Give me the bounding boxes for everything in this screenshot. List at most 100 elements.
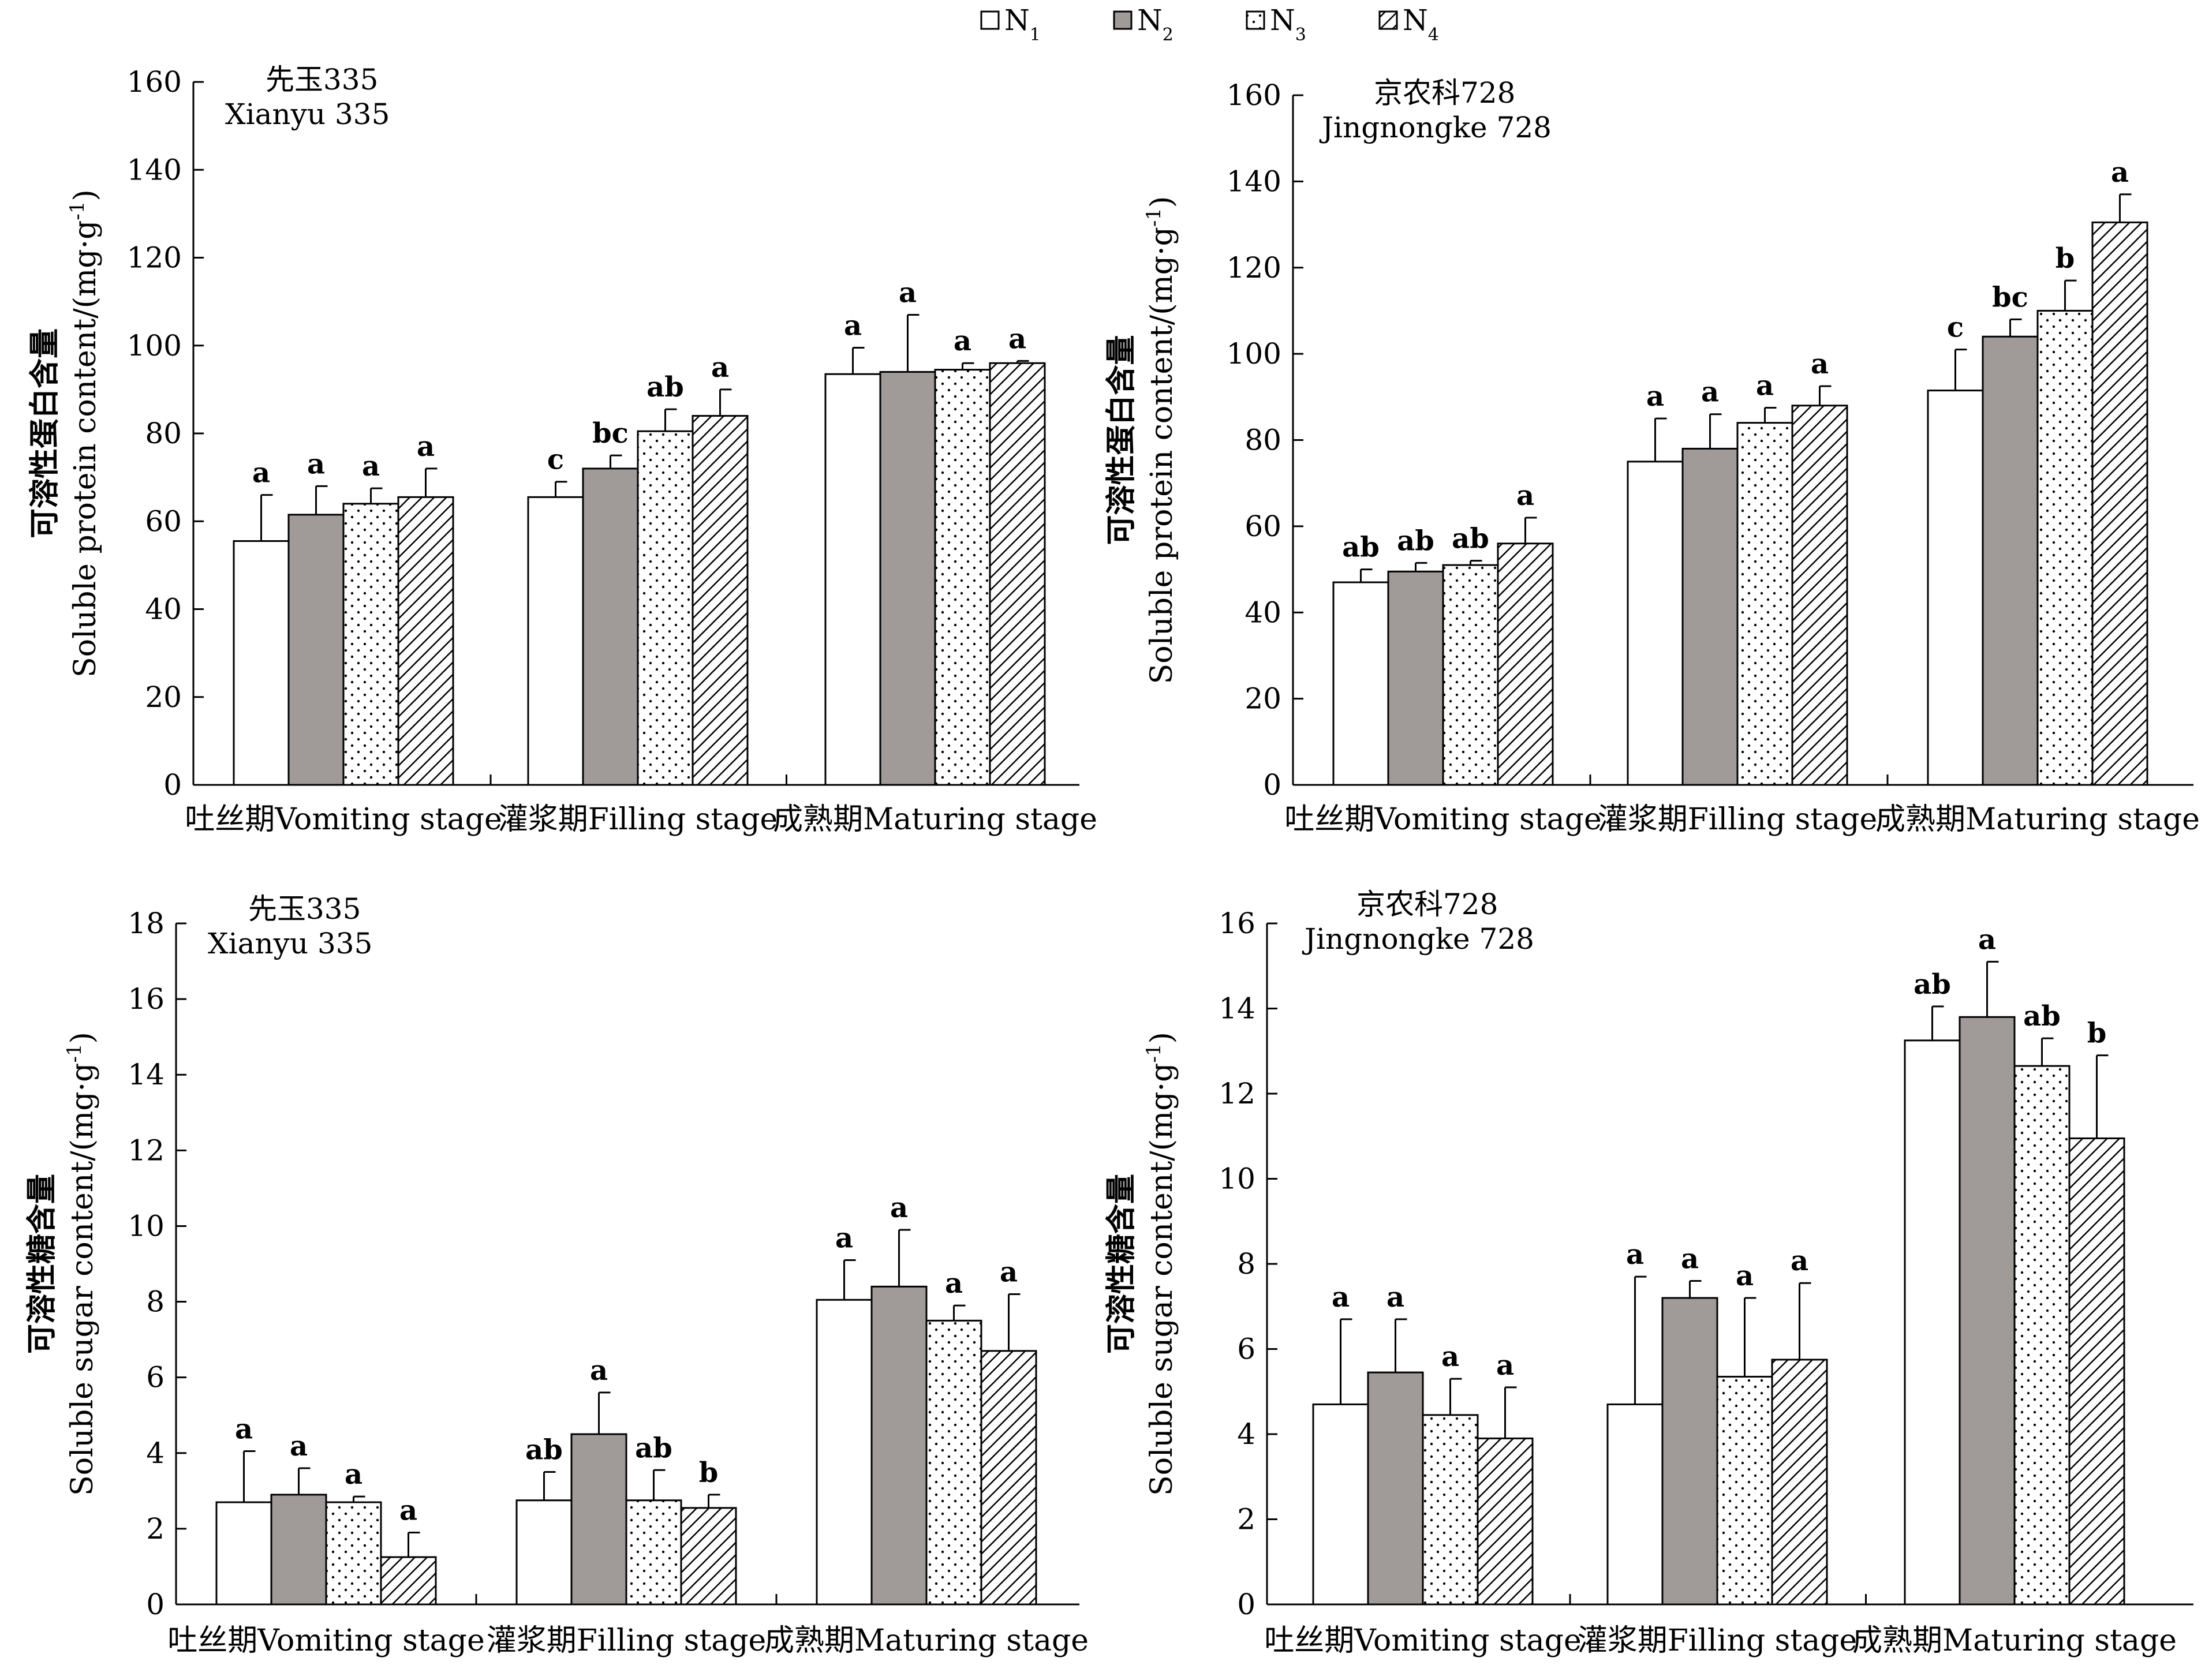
significance-label: a — [307, 448, 325, 480]
bar-n2 — [1367, 1371, 1424, 1606]
y-axis-label-close: ) — [1145, 1032, 1179, 1043]
y-axis-label-exponent: -1 — [63, 1043, 86, 1062]
bar-n1 — [824, 373, 881, 786]
y-tick-label: 120 — [1227, 251, 1281, 285]
y-tick-label: 12 — [128, 1133, 165, 1167]
bar-n4 — [680, 1507, 737, 1606]
y-axis-label-en: Soluble protein content/(mg·g-1) — [1142, 196, 1179, 684]
y-axis-label-close: ) — [1145, 196, 1179, 208]
bar-n3 — [1716, 1375, 1773, 1606]
significance-label: ab — [525, 1434, 563, 1466]
category-label: 成熟期Maturing stage — [773, 802, 1097, 837]
y-tick-label: 0 — [1263, 768, 1281, 802]
legend-label: N3 — [1270, 3, 1306, 45]
bar-n3 — [1736, 422, 1793, 786]
bar-n4 — [2091, 221, 2148, 786]
legend-label-main: N — [1137, 3, 1163, 37]
bar-n1 — [816, 1299, 873, 1606]
bar-n2 — [1661, 1297, 1718, 1606]
y-tick-label: 20 — [1244, 682, 1281, 716]
y-tick-label: 14 — [1219, 992, 1255, 1026]
legend-swatch — [1378, 10, 1398, 30]
significance-label: a — [290, 1430, 308, 1462]
y-tick-label: 14 — [128, 1058, 165, 1091]
significance-label: bc — [592, 417, 629, 450]
bar-n2 — [1681, 447, 1739, 786]
significance-label: ab — [2023, 1000, 2061, 1032]
chart-title: 先玉335 — [266, 63, 378, 96]
y-tick-label: 4 — [1237, 1417, 1255, 1451]
significance-label: a — [362, 450, 380, 482]
significance-label: a — [1386, 1281, 1404, 1314]
category-label: 灌浆期Filling stage — [498, 802, 778, 837]
y-axis-label-cn: 可溶性糖含量 — [24, 1174, 59, 1354]
y-tick-label: 140 — [127, 153, 182, 186]
y-axis-label: 可溶性糖含量 Soluble sugar content/(mg·g-1) — [24, 1032, 100, 1496]
bar-n1 — [1606, 1403, 1664, 1606]
category-label: 吐丝期Vomiting stage — [1284, 802, 1602, 837]
y-tick-label: 16 — [128, 982, 165, 1016]
y-axis-label-en: Soluble sugar content/(mg·g-1) — [63, 1032, 100, 1496]
protein-xianyu-chart: 0 20 40 60 80 100 120 140 160 a a a a 吐丝期Vomiting sta… — [27, 63, 1097, 837]
y-axis-label: 可溶性糖含量 Soluble sugar content/(mg·g-1) — [1104, 1032, 1179, 1496]
category-label: 成熟期Maturing stage — [1852, 1623, 2177, 1658]
y-axis-label-close: ) — [65, 1032, 100, 1043]
significance-label: ab — [1452, 523, 1489, 555]
significance-label: a — [399, 1494, 417, 1526]
significance-label: a — [1978, 923, 1996, 956]
significance-label: a — [590, 1355, 608, 1387]
chart-subtitle: Xianyu 335 — [225, 98, 390, 131]
category-label: 吐丝期Vomiting stage — [185, 802, 502, 837]
y-tick-label: 80 — [145, 417, 182, 450]
y-tick-label: 20 — [145, 680, 182, 714]
y-axis-label-unit: Soluble sugar content/(mg·g — [1145, 1063, 1179, 1496]
bar-n3 — [1442, 564, 1499, 786]
bar-n4 — [2068, 1137, 2125, 1606]
y-axis-label-unit: Soluble protein content/(mg·g — [68, 220, 103, 678]
y-tick-label: 2 — [1237, 1503, 1255, 1536]
legend-label-main: N — [1004, 3, 1030, 37]
y-axis-label-unit: Soluble sugar content/(mg·g — [65, 1063, 100, 1496]
bar-n2 — [879, 371, 936, 786]
significance-label: a — [1332, 1281, 1350, 1314]
bar-n3 — [637, 430, 694, 786]
bar-n3 — [325, 1501, 382, 1606]
chart-title: 京农科728 — [1356, 888, 1498, 921]
significance-label: a — [1811, 348, 1829, 380]
significance-label: a — [1736, 1260, 1754, 1292]
legend-swatch — [980, 10, 1000, 30]
bar-n1 — [527, 496, 584, 786]
bar-n2 — [570, 1433, 627, 1606]
significance-label: ab — [1397, 525, 1434, 557]
significance-label: a — [945, 1267, 963, 1300]
significance-label: a — [835, 1222, 853, 1254]
legend-label-sub: 2 — [1163, 25, 1173, 45]
y-axis-label-cn: 可溶性糖含量 — [1104, 1174, 1139, 1354]
sugar-jingnongke-chart: 0 2 4 6 8 10 12 14 16 a a a a 吐丝期Vomiting stage a a a a 灌浆… — [1104, 888, 2193, 1658]
chart-subtitle: Jingnongke 728 — [1302, 922, 1534, 956]
legend-label-main: N — [1403, 3, 1428, 37]
significance-label: bc — [1992, 281, 2028, 313]
y-tick-label: 0 — [1237, 1588, 1255, 1621]
bar-n1 — [1927, 390, 1984, 786]
bar-n4 — [980, 1350, 1037, 1606]
y-tick-label: 18 — [128, 907, 165, 940]
bar-n4 — [1771, 1359, 1828, 1606]
bar-n1 — [1332, 581, 1389, 786]
y-axis-label: 可溶性蛋白含量 Soluble protein content/(mg·g-1) — [27, 189, 103, 678]
y-axis-label-close: ) — [68, 189, 103, 201]
category-label: 灌浆期Filling stage — [1598, 802, 1878, 837]
bar-n2 — [270, 1494, 327, 1606]
bar-n2 — [870, 1285, 928, 1606]
significance-label: a — [1626, 1239, 1644, 1271]
bar-n2 — [582, 467, 639, 786]
significance-label: b — [2055, 242, 2075, 275]
significance-label: c — [547, 444, 564, 476]
category-label: 成熟期Maturing stage — [1875, 802, 2200, 837]
significance-label: a — [1756, 369, 1774, 402]
significance-label: a — [1000, 1256, 1018, 1288]
y-axis-label-exponent: -1 — [1142, 1043, 1165, 1062]
y-tick-label: 0 — [163, 768, 182, 802]
significance-label: a — [252, 457, 270, 489]
